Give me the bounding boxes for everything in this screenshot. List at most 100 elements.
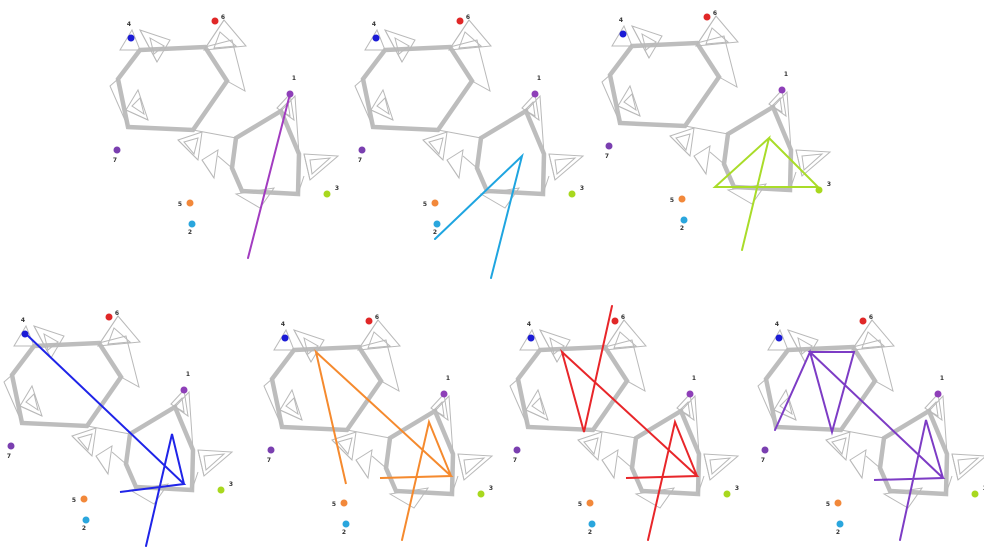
- graph-skeleton: [264, 320, 492, 508]
- node-label-7: 7: [7, 453, 11, 460]
- node-label-7: 7: [605, 153, 609, 160]
- node-label-4: 4: [527, 321, 531, 328]
- node-6: [611, 317, 619, 325]
- node-label-3: 3: [983, 485, 984, 492]
- node-label-1: 1: [940, 375, 944, 382]
- node-6: [365, 317, 373, 325]
- node-label-2: 2: [588, 529, 592, 536]
- node-2: [433, 220, 441, 228]
- node-5: [431, 199, 439, 207]
- node-label-1: 1: [537, 75, 541, 82]
- node-2: [836, 520, 844, 528]
- node-label-2: 2: [342, 529, 346, 536]
- node-2: [188, 220, 196, 228]
- node-label-7: 7: [267, 457, 271, 464]
- node-label-5: 5: [332, 501, 336, 508]
- node-1: [934, 390, 942, 398]
- node-label-1: 1: [186, 371, 190, 378]
- highlight-path: [434, 152, 524, 279]
- node-label-3: 3: [827, 181, 831, 188]
- node-label-5: 5: [826, 501, 830, 508]
- highlight-path: [247, 93, 291, 259]
- node-1: [686, 390, 694, 398]
- node-label-7: 7: [761, 457, 765, 464]
- node-6: [211, 17, 219, 25]
- node-2: [588, 520, 596, 528]
- panel-6: 1 2 3 4 5 6 7: [510, 305, 739, 541]
- node-label-2: 2: [82, 525, 86, 532]
- node-3: [477, 490, 485, 498]
- node-label-6: 6: [869, 314, 873, 321]
- node-label-3: 3: [335, 185, 339, 192]
- node-5: [586, 499, 594, 507]
- highlight-path: [774, 349, 946, 541]
- node-5: [340, 499, 348, 507]
- node-3: [323, 190, 331, 198]
- node-3: [723, 490, 731, 498]
- node-7: [267, 446, 275, 454]
- node-7: [113, 146, 121, 154]
- node-label-3: 3: [735, 485, 739, 492]
- node-label-1: 1: [292, 75, 296, 82]
- node-label-5: 5: [423, 201, 427, 208]
- node-4: [127, 34, 135, 42]
- node-label-4: 4: [21, 317, 25, 324]
- node-label-4: 4: [127, 21, 131, 28]
- graph-skeleton: [355, 20, 583, 208]
- node-5: [834, 499, 842, 507]
- node-label-6: 6: [221, 14, 225, 21]
- node-1: [440, 390, 448, 398]
- node-5: [186, 199, 194, 207]
- panel-7: 1 2 3 4 5 6 7: [758, 314, 984, 541]
- node-label-4: 4: [775, 321, 779, 328]
- node-label-7: 7: [513, 457, 517, 464]
- node-4: [619, 30, 627, 38]
- node-label-2: 2: [680, 225, 684, 232]
- node-6: [859, 317, 867, 325]
- graph-skeleton: [758, 320, 984, 508]
- node-1: [778, 86, 786, 94]
- node-label-2: 2: [836, 529, 840, 536]
- graph-skeleton: [510, 320, 738, 508]
- node-label-6: 6: [621, 314, 625, 321]
- node-label-7: 7: [358, 157, 362, 164]
- node-3: [568, 190, 576, 198]
- panel-4: 1 2 3 4 5 6 7: [4, 310, 233, 547]
- node-7: [358, 146, 366, 154]
- node-3: [815, 186, 823, 194]
- node-label-4: 4: [281, 321, 285, 328]
- node-label-4: 4: [619, 17, 623, 24]
- node-label-2: 2: [188, 229, 192, 236]
- node-label-1: 1: [446, 375, 450, 382]
- node-4: [527, 334, 535, 342]
- node-label-6: 6: [713, 10, 717, 17]
- node-5: [80, 495, 88, 503]
- node-2: [82, 516, 90, 524]
- node-1: [180, 386, 188, 394]
- node-7: [605, 142, 613, 150]
- highlight-path: [25, 333, 187, 547]
- node-6: [105, 313, 113, 321]
- node-label-7: 7: [113, 157, 117, 164]
- node-label-3: 3: [229, 481, 233, 488]
- node-2: [680, 216, 688, 224]
- highlight-path: [560, 305, 700, 541]
- node-label-6: 6: [466, 14, 470, 21]
- node-6: [456, 17, 464, 25]
- graph-skeleton: [4, 316, 232, 504]
- highlight-path: [712, 135, 821, 251]
- node-5: [678, 195, 686, 203]
- panel-2: 1 2 3 4 5 6 7: [355, 14, 584, 279]
- node-4: [21, 330, 29, 338]
- node-4: [372, 34, 380, 42]
- node-4: [281, 334, 289, 342]
- node-6: [703, 13, 711, 21]
- node-label-3: 3: [580, 185, 584, 192]
- node-3: [971, 490, 979, 498]
- node-7: [7, 442, 15, 450]
- graph-skeleton: [602, 16, 830, 204]
- node-label-5: 5: [178, 201, 182, 208]
- node-1: [286, 90, 294, 98]
- panel-5: 1 2 3 4 5 6 7: [264, 314, 493, 541]
- node-4: [775, 334, 783, 342]
